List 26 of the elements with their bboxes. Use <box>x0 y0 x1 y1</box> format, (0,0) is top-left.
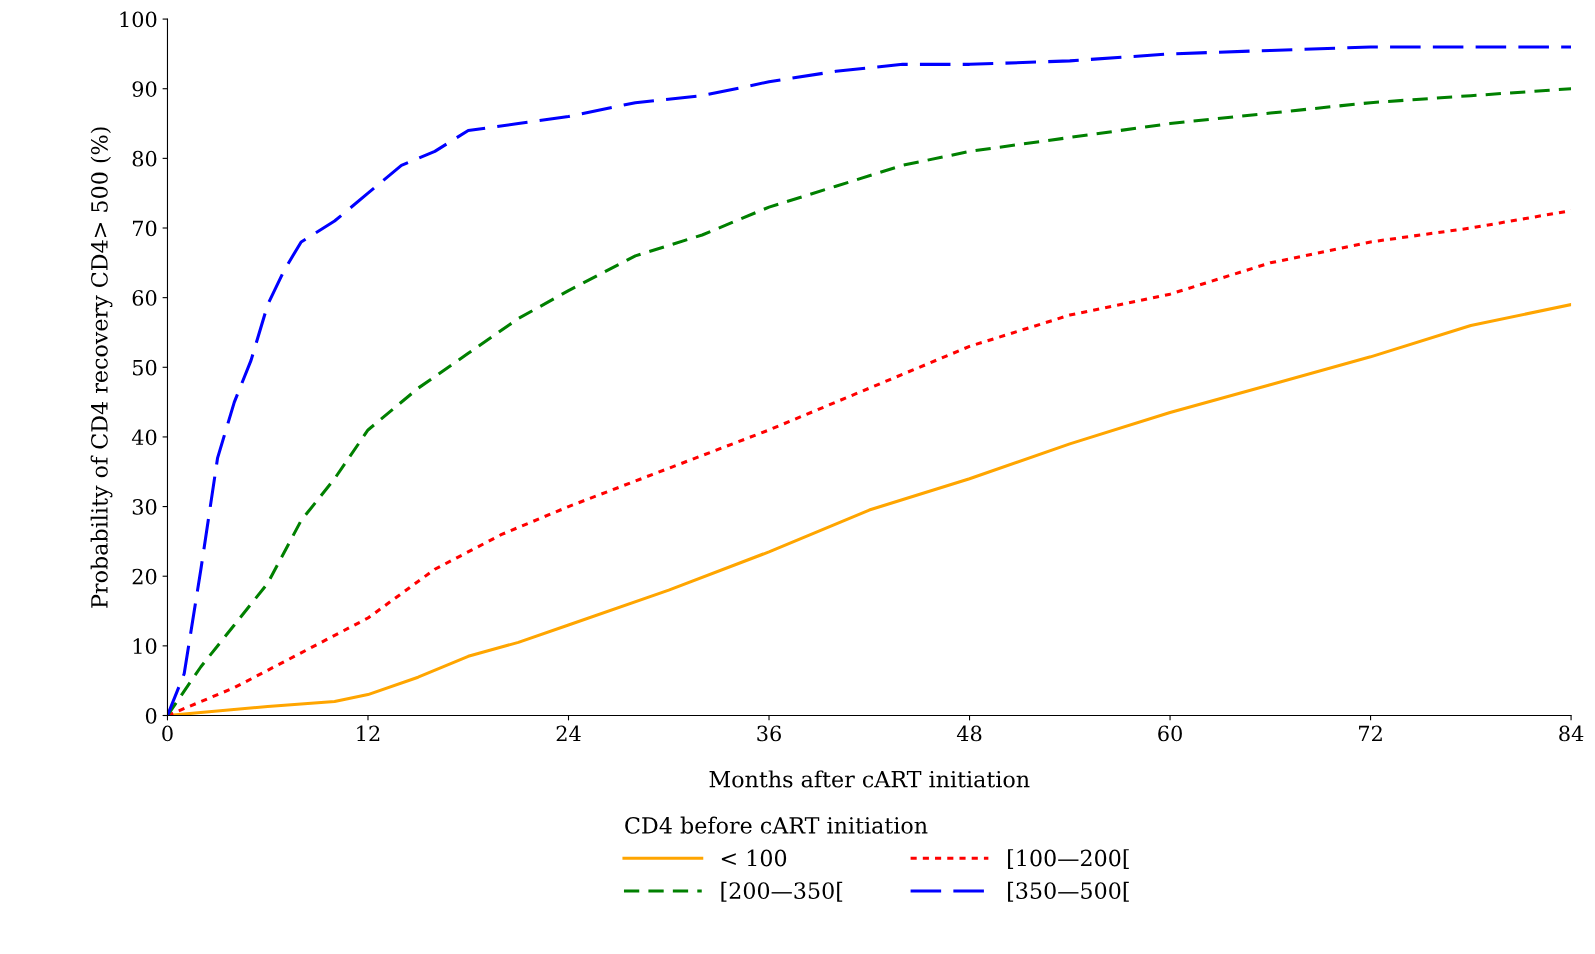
y-tick-label: 50 <box>133 359 157 376</box>
y-tick-label: 40 <box>131 429 157 446</box>
x-tick-label: 48 <box>956 725 982 742</box>
x-tick-label: 72 <box>1359 725 1382 742</box>
x-tick-label: 24 <box>556 725 581 742</box>
y-tick-label: 100 <box>120 11 157 28</box>
legend-label: [200—350[ <box>721 881 843 902</box>
y-tick-label: 0 <box>145 707 157 724</box>
y-tick-label: 60 <box>132 290 157 306</box>
x-tick-label: 0 <box>162 725 173 742</box>
y-tick-label: 80 <box>132 150 157 167</box>
legend-title: CD4 before cART initiation <box>625 816 928 834</box>
y-tick-label: 30 <box>132 499 157 515</box>
x-axis-title: Months after cART initiation <box>709 770 1030 788</box>
y-tick-label: 90 <box>132 81 157 97</box>
x-tick-label: 60 <box>1158 725 1182 742</box>
x-tick-label: 12 <box>357 725 380 742</box>
x-tick-label: 84 <box>1559 725 1584 742</box>
y-tick-label: 10 <box>133 638 157 655</box>
y-tick-label: 20 <box>132 568 157 585</box>
y-tick-label: 70 <box>132 220 157 237</box>
legend-label: [350—500[ <box>1008 881 1129 902</box>
x-tick-label: 36 <box>757 725 781 742</box>
legend-label: < 100 <box>721 849 787 867</box>
y-axis-title: Probability of CD4 recovery CD4> 500 (%) <box>90 127 113 608</box>
legend-label: [100—200[ <box>1008 849 1129 870</box>
